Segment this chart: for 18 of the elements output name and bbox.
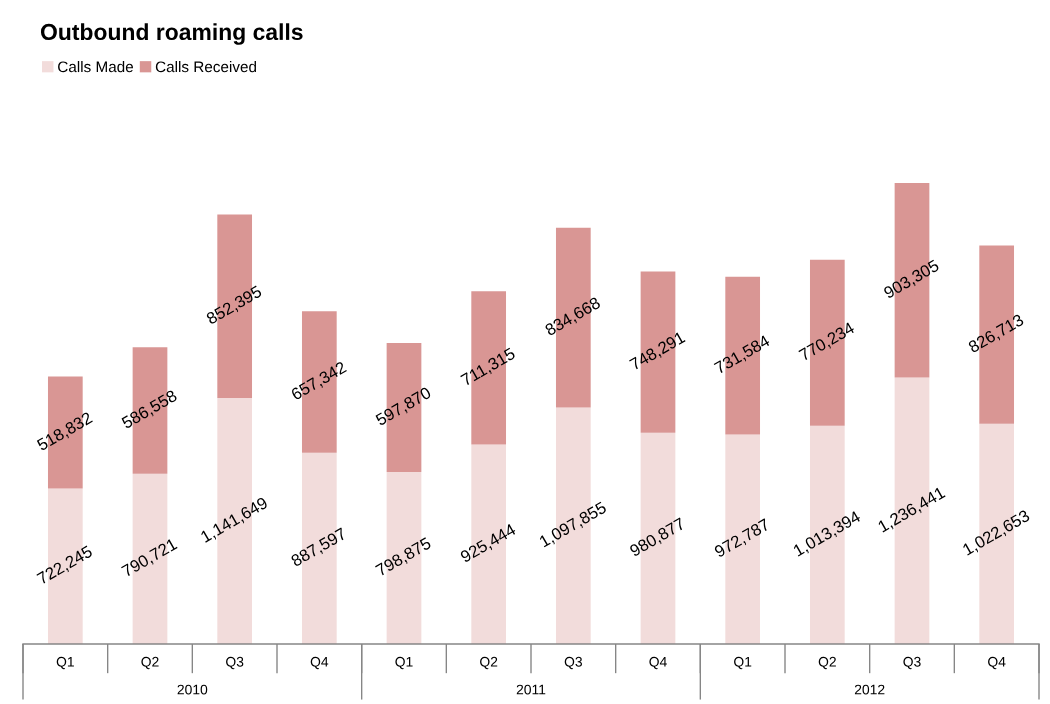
- x-tick-label: Q3: [226, 656, 244, 670]
- x-tick-label: Q4: [310, 656, 329, 670]
- x-tick-label: Q3: [903, 656, 921, 670]
- x-tick-label: Q1: [734, 656, 752, 670]
- text: 2012: [854, 684, 885, 695]
- x-tick-label: Q3: [564, 656, 582, 670]
- legend-label: Calls Made: [58, 61, 134, 73]
- chart-title: Outbound roaming calls: [40, 23, 303, 45]
- x-tick-label: Q4: [649, 656, 667, 670]
- x-tick-label: Q2: [818, 656, 836, 670]
- x-tick-label: Q4: [988, 656, 1006, 670]
- x-tick-label: Q2: [141, 656, 159, 670]
- text: 2010: [177, 684, 208, 695]
- text: 2011: [516, 684, 546, 695]
- x-tick-label: Q2: [480, 656, 498, 670]
- legend-label: Calls Received: [155, 61, 256, 73]
- x-tick-label: Q1: [395, 656, 413, 670]
- x-tick-label: Q1: [56, 656, 74, 670]
